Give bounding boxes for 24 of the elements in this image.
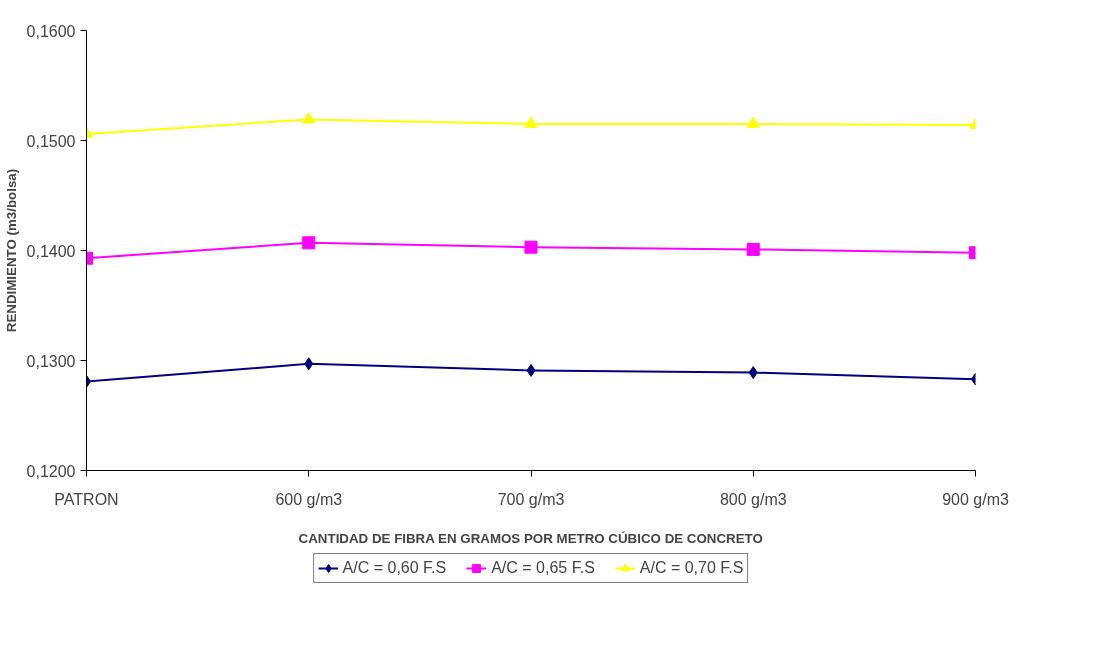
y-tick-label: 0,1600 — [26, 22, 76, 40]
point — [304, 357, 314, 371]
point — [524, 116, 538, 128]
point — [746, 242, 760, 256]
legend-label: A/C = 0,70 F.S — [639, 559, 744, 577]
y-tick-label: 0,1300 — [26, 352, 76, 370]
x-tick-label: 900 g/m3 — [942, 490, 1009, 508]
x-tick-label: 600 g/m3 — [275, 490, 343, 508]
point — [302, 236, 316, 250]
point — [526, 363, 536, 377]
point — [302, 112, 316, 124]
x-tick-label: 800 g/m3 — [719, 490, 787, 508]
point — [748, 366, 758, 380]
x-tick-label: 700 g/m3 — [497, 490, 565, 508]
point — [746, 116, 760, 128]
point — [524, 240, 538, 254]
y-tick-label: 0,1400 — [26, 242, 76, 260]
x-tick-label: PATRON — [54, 490, 119, 508]
y-tick-label: 0,1500 — [26, 132, 76, 150]
y-tick-label: 0,1200 — [26, 462, 76, 480]
legend-label: A/C = 0,60 F.S — [342, 559, 447, 577]
y-axis-title: RENDIMIENTO (m3/bolsa) — [3, 168, 19, 333]
legend-label: A/C = 0,65 F.S — [491, 559, 595, 577]
x-axis-title: CANTIDAD DE FIBRA EN GRAMOS POR METRO CÚBICO DE CONCRETO — [298, 530, 763, 546]
